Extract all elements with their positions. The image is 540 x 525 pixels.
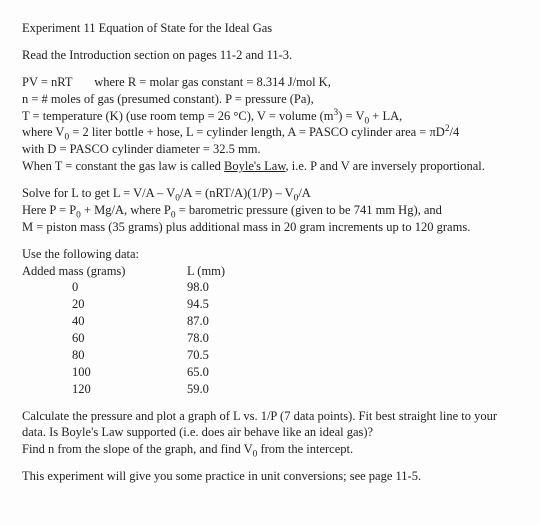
line-v0-a: where V xyxy=(22,125,64,139)
solve-block: Solve for L to get L = V/A – V0/A = (nRT… xyxy=(22,185,518,236)
table-row: 10065.0 xyxy=(22,364,518,381)
line-d: with D = PASCO cylinder diameter = 32.5 … xyxy=(22,142,261,156)
cell-length: 78.0 xyxy=(187,330,307,347)
line-m: M = piston mass (35 grams) plus addition… xyxy=(22,220,470,234)
cell-length: 59.0 xyxy=(187,381,307,398)
data-rows: 098.02094.54087.06078.08070.510065.01205… xyxy=(22,279,518,397)
calc-b-b: from the intercept. xyxy=(257,442,353,456)
table-row: 2094.5 xyxy=(22,296,518,313)
calc-a: Calculate the pressure and plot a graph … xyxy=(22,409,497,440)
table-row: 12059.0 xyxy=(22,381,518,398)
cell-mass: 80 xyxy=(22,347,187,364)
header-mass: Added mass (grams) xyxy=(22,263,187,280)
table-row: 098.0 xyxy=(22,279,518,296)
cell-length: 70.5 xyxy=(187,347,307,364)
line-v0-b: = 2 liter bottle + hose, L = cylinder le… xyxy=(69,125,445,139)
eq-pv: PV = nRT xyxy=(22,75,72,89)
boyle-b: , i.e. P and V are inversely proportiona… xyxy=(286,159,485,173)
boyle-a: When T = constant the gas law is called xyxy=(22,159,224,173)
line-t-b: ) = V xyxy=(338,109,364,123)
cell-mass: 100 xyxy=(22,364,187,381)
cell-length: 65.0 xyxy=(187,364,307,381)
equations-block: PV = nRT where R = molar gas constant = … xyxy=(22,74,518,175)
data-block: Use the following data: Added mass (gram… xyxy=(22,246,518,398)
herep-a: Here P = P xyxy=(22,203,76,217)
cell-mass: 60 xyxy=(22,330,187,347)
solve-a: Solve for L to get L = V/A – V xyxy=(22,186,175,200)
herep-b: + Mg/A, where P xyxy=(81,203,171,217)
line-n: n = # moles of gas (presumed constant). … xyxy=(22,92,314,106)
calc-b-a: Find n from the slope of the graph, and … xyxy=(22,442,253,456)
use-data-label: Use the following data: xyxy=(22,246,518,263)
line-t-c: + LA, xyxy=(369,109,402,123)
cell-length: 94.5 xyxy=(187,296,307,313)
eq-r: where R = molar gas constant = 8.314 J/m… xyxy=(94,75,331,89)
cell-mass: 0 xyxy=(22,279,187,296)
calc-block: Calculate the pressure and plot a graph … xyxy=(22,408,518,459)
table-row: 8070.5 xyxy=(22,347,518,364)
cell-mass: 40 xyxy=(22,313,187,330)
cell-mass: 20 xyxy=(22,296,187,313)
experiment-title: Experiment 11 Equation of State for the … xyxy=(22,20,518,37)
table-row: 4087.0 xyxy=(22,313,518,330)
cell-length: 87.0 xyxy=(187,313,307,330)
footer-text: This experiment will give you some pract… xyxy=(22,468,518,485)
intro-text: Read the Introduction section on pages 1… xyxy=(22,47,518,64)
cell-length: 98.0 xyxy=(187,279,307,296)
solve-c: /A xyxy=(298,186,311,200)
data-headers: Added mass (grams) L (mm) xyxy=(22,263,518,280)
line-v0-c: /4 xyxy=(450,125,460,139)
cell-mass: 120 xyxy=(22,381,187,398)
header-length: L (mm) xyxy=(187,263,307,280)
solve-b: /A = (nRT/A)(1/P) – V xyxy=(180,186,294,200)
line-t-a: T = temperature (K) (use room temp = 26 … xyxy=(22,109,334,123)
herep-c: = barometric pressure (given to be 741 m… xyxy=(176,203,442,217)
boyles-law: Boyle's Law xyxy=(224,159,286,173)
table-row: 6078.0 xyxy=(22,330,518,347)
